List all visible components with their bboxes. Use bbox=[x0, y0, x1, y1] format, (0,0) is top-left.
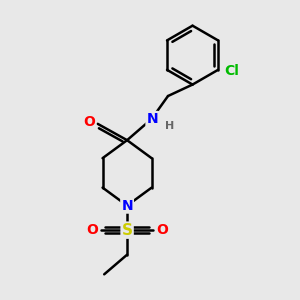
Text: S: S bbox=[122, 223, 133, 238]
Text: N: N bbox=[146, 112, 158, 126]
Text: O: O bbox=[156, 223, 168, 237]
Text: Cl: Cl bbox=[224, 64, 239, 79]
Text: O: O bbox=[86, 223, 98, 237]
Text: O: O bbox=[83, 115, 95, 129]
Text: H: H bbox=[165, 121, 174, 131]
Text: N: N bbox=[121, 199, 133, 213]
